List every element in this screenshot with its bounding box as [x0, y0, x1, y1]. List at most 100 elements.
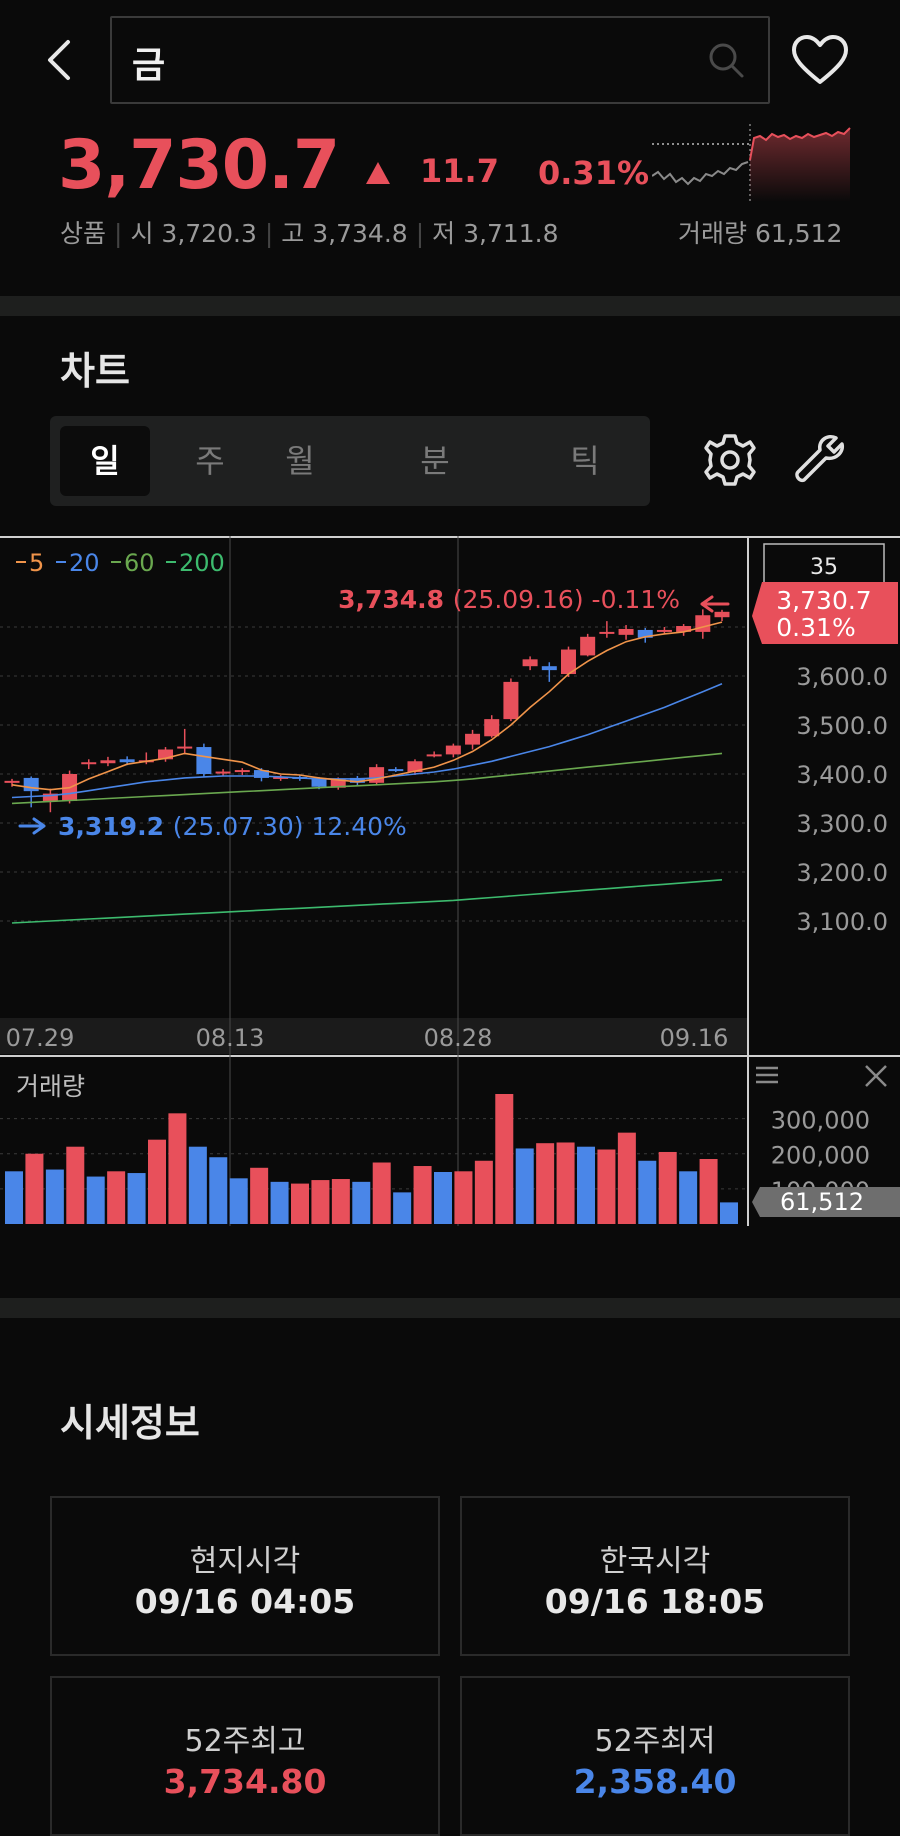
tab-month[interactable]: 월 [285, 442, 315, 480]
korea-time-card: 한국시각 09/16 18:05 [460, 1496, 850, 1656]
volume-bar [617, 1132, 636, 1224]
y-tick-label: 3,300.0 [796, 810, 888, 838]
period-value: 35 [810, 555, 838, 580]
candle-body [445, 745, 461, 755]
candle-body [119, 759, 135, 763]
tab-minute[interactable]: 분 [420, 442, 450, 480]
volume-bar [188, 1146, 207, 1224]
volume-bar [413, 1166, 432, 1224]
candle-body [196, 747, 212, 774]
candle-body [426, 754, 442, 757]
volume-bar [556, 1142, 575, 1224]
candle-body [349, 777, 365, 783]
candle-body [215, 771, 231, 774]
volume-bar [658, 1151, 677, 1224]
market-info-title: 시세정보 [60, 1401, 200, 1445]
tab-week[interactable]: 주 [195, 442, 225, 480]
y-tick-label: 3,400.0 [796, 761, 888, 789]
price-chart[interactable]: 3,600.0 3,500.0 3,400.0 3,300.0 3,200.0 3,100… [0, 536, 900, 1226]
legend-item: 20 [69, 549, 100, 577]
volume-bar [515, 1148, 534, 1224]
candle-body [81, 762, 97, 765]
candle-body [100, 760, 116, 764]
volume-value: 61,512 [754, 219, 843, 248]
period-tabs: 일 주 월 분 틱 [50, 416, 650, 506]
volume-bar [331, 1179, 350, 1224]
low-label: 저 [432, 219, 456, 248]
x-tick-label: 09.16 [660, 1024, 729, 1052]
search-input[interactable]: 금 [132, 45, 166, 86]
low-annotation-price: 3,319.2 [58, 812, 173, 841]
candle-body [253, 770, 269, 778]
volume-current-tag [752, 1187, 900, 1217]
current-price-tag-value: 3,730.7 [776, 586, 871, 615]
volume-bar [25, 1153, 44, 1224]
y-tick-label: 3,200.0 [796, 859, 888, 887]
volume-bar [474, 1160, 493, 1224]
volume-bar [352, 1181, 371, 1224]
volume-bar [229, 1178, 248, 1224]
open-value: 3,720.3 [161, 219, 257, 248]
current-price-tag-pct: 0.31% [776, 613, 855, 642]
high-label: 고 [281, 219, 305, 248]
ma60-line [11, 752, 723, 805]
candle-body [330, 778, 346, 788]
section-divider [0, 1298, 900, 1318]
candle-body [656, 629, 672, 632]
low-annotation-pct: 12.40% [311, 812, 406, 841]
low-value: 3,711.8 [463, 219, 559, 248]
candle-body [560, 649, 576, 675]
candle-body [407, 761, 423, 773]
back-button[interactable] [40, 36, 80, 84]
legend-item: 200 [179, 549, 225, 577]
x-tick-label: 07.29 [6, 1024, 75, 1052]
y-tick-label: 3,500.0 [796, 712, 888, 740]
volume-bar [86, 1176, 105, 1224]
candle-body [42, 793, 58, 801]
volume-bar [372, 1162, 391, 1224]
ma20-line [11, 683, 723, 799]
search-icon[interactable] [706, 40, 746, 80]
candle-body [541, 666, 557, 671]
mini-price-chart [652, 124, 851, 202]
low-annotation: 3,319.2 (25.07.30) 12.40% [58, 812, 407, 841]
high-value: 3,734.8 [312, 219, 408, 248]
card-value: 2,358.40 [573, 1762, 737, 1801]
volume-bar [679, 1171, 698, 1224]
candle-body [388, 769, 404, 772]
favorite-button[interactable] [790, 34, 850, 86]
volume-summary: 거래량 61,512 [678, 214, 842, 250]
candle-body [158, 749, 174, 760]
volume-label: 거래량 [678, 219, 748, 248]
search-bar[interactable]: 금 [110, 16, 770, 104]
tab-day[interactable]: 일 [60, 426, 150, 496]
chart-tools-button[interactable] [790, 430, 850, 490]
tab-tick[interactable]: 틱 [570, 442, 600, 480]
card-label: 한국시각 [599, 1544, 711, 1579]
volume-bar [66, 1146, 85, 1224]
candle-body [273, 776, 289, 779]
candle-body [503, 681, 519, 720]
candle-body [522, 659, 538, 667]
card-value: 3,734.80 [163, 1762, 327, 1801]
volume-bar [495, 1094, 514, 1224]
candle-body [580, 636, 596, 656]
volume-bar [597, 1149, 616, 1224]
volume-bar [148, 1139, 166, 1224]
candle-body [676, 626, 692, 632]
high-annotation-date: (25.09.16) [453, 585, 592, 614]
volume-bar [5, 1171, 23, 1224]
chart-settings-button[interactable] [700, 430, 760, 490]
close-icon[interactable] [865, 1065, 887, 1087]
menu-icon[interactable] [756, 1066, 778, 1084]
section-divider [0, 296, 900, 316]
legend-item: 60 [124, 549, 155, 577]
candle-body [4, 780, 20, 783]
high-annotation-pct: -0.11% [592, 585, 680, 614]
local-time-card: 현지시각 09/16 04:05 [50, 1496, 440, 1656]
volume-bar [127, 1173, 146, 1224]
volume-bar [393, 1192, 412, 1224]
candle-body [177, 746, 193, 749]
price-change-percent: 0.31% [538, 154, 650, 192]
volume-bar [107, 1171, 126, 1224]
